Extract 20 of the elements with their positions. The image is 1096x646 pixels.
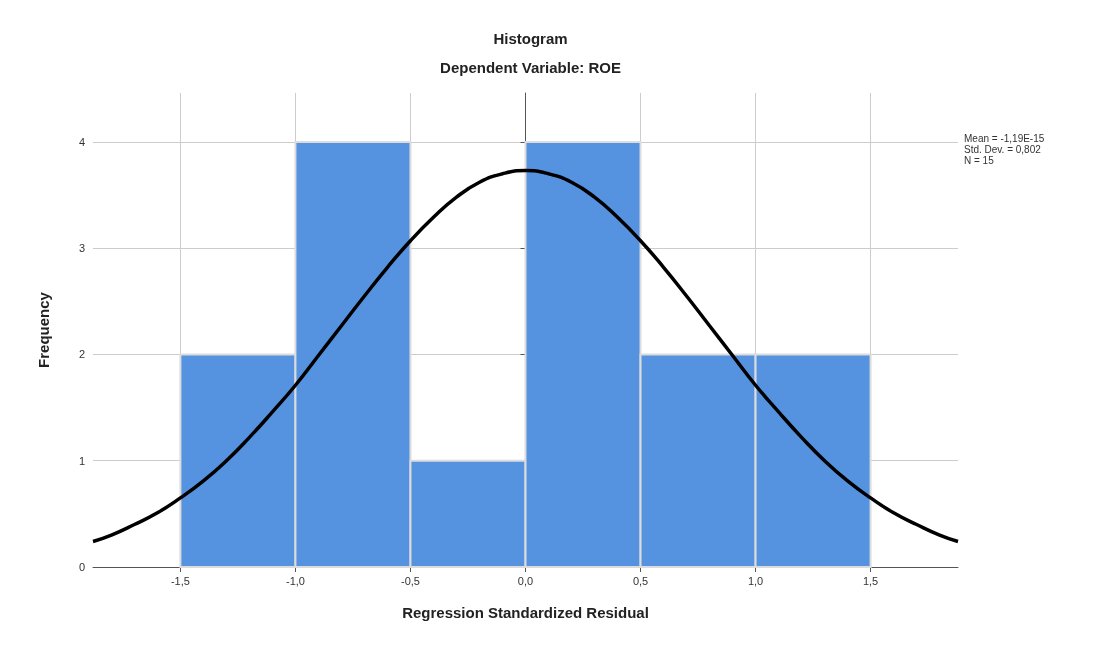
text: Mean = -1,19E-15 [964,132,1045,144]
text: Std. Dev. = 0,802 [964,143,1042,155]
x-tick-label: 0,0 [517,574,534,587]
y-axis-title: Frequency [35,291,52,368]
line-series [91,168,960,544]
x-tick-label: -1,0 [285,574,305,587]
x-axis-title: Regression Standardized Residual [402,604,649,621]
y-tick-label: 0 [78,561,85,573]
text: N = 15 [964,154,995,166]
y-tick-label: 2 [78,348,85,361]
chart-subtitle: Dependent Variable: ROE [440,59,621,76]
x-tick-label: -1,5 [170,574,190,587]
y-tick-label: 1 [78,454,85,467]
y-tick-label: 4 [78,135,85,148]
chart-title: Histogram [493,30,568,47]
x-tick-label: 0,5 [632,574,649,587]
x-tick-label: 1,5 [862,574,879,587]
y-tick-label: 3 [78,242,85,255]
x-tick-label: -0,5 [400,574,420,587]
x-tick-label: 1,0 [747,574,764,587]
